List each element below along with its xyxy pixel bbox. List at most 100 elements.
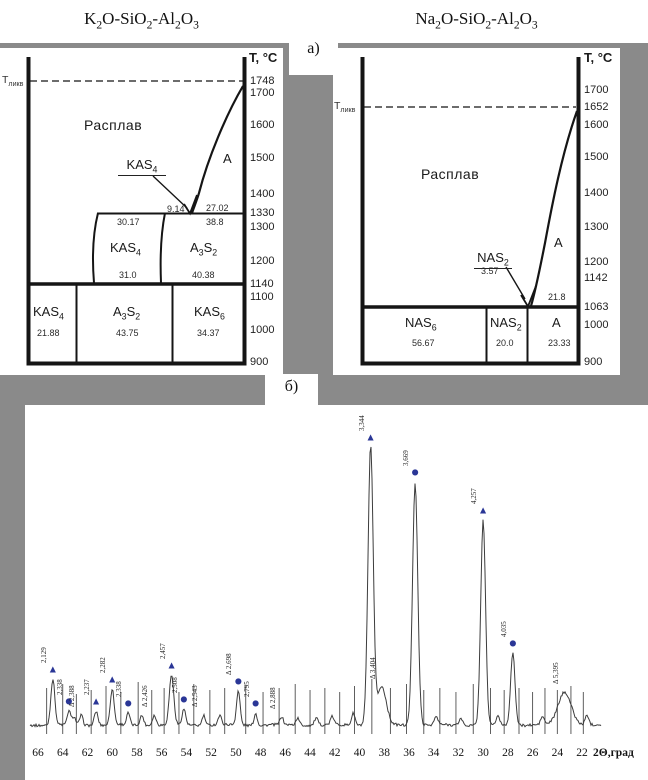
- xrd-peak-label: 4,257: [470, 488, 479, 504]
- xrd-peak-label: 2,457: [158, 643, 167, 659]
- right-bottom-cell3-name: A: [552, 315, 561, 330]
- temp-tick-1400: 1400: [584, 187, 609, 199]
- xrd-peak-label: Δ 2,888: [268, 687, 277, 709]
- xrd-axis-tick-58: 58: [131, 747, 143, 759]
- temp-tick-1652: 1652: [584, 101, 609, 113]
- xrd-peak-label: 3,344: [357, 415, 366, 431]
- temp-tick-1000: 1000: [250, 324, 275, 336]
- triangle-marker-icon: ▲: [49, 664, 56, 674]
- circle-marker-icon: ●: [180, 694, 188, 704]
- temp-tick-1600: 1600: [584, 119, 609, 131]
- temp-tick-1748: 1748: [250, 75, 275, 87]
- temp-tick-1000: 1000: [584, 319, 609, 331]
- xrd-axis-tick-28: 28: [502, 747, 514, 759]
- circle-marker-icon: ●: [411, 467, 419, 477]
- xrd-axis-tick-44: 44: [304, 747, 316, 759]
- left-phase-a-label: A: [223, 151, 232, 166]
- left-axis-title: T, °C: [249, 50, 278, 65]
- temp-tick-1330: 1330: [250, 207, 275, 219]
- xrd-peak-label: Δ 5,395: [551, 662, 560, 684]
- xrd-peak-label: Δ 2,543: [190, 685, 199, 707]
- temp-tick-1200: 1200: [250, 255, 275, 267]
- circle-marker-icon: ●: [234, 676, 242, 686]
- xrd-axis-tick-62: 62: [81, 747, 94, 759]
- label-a-box: а): [289, 40, 338, 75]
- xrd-axis-tick-42: 42: [329, 747, 341, 759]
- left-bottom-cell3-name: KAS6: [194, 304, 225, 322]
- left-liquidus-label: Tликв: [2, 74, 24, 89]
- xrd-axis-label: 2Θ,град: [593, 747, 634, 759]
- temp-tick-1700: 1700: [584, 84, 609, 96]
- xrd-axis-tick-36: 36: [403, 747, 415, 759]
- right-nas2-callout: NAS2: [474, 250, 512, 269]
- xrd-panel: [25, 405, 648, 780]
- xrd-axis-tick-24: 24: [551, 747, 564, 759]
- system-title-na2o: Na2O-SiO2-Al2O3: [415, 9, 538, 32]
- xrd-axis-tick-60: 60: [106, 747, 118, 759]
- triangle-marker-icon: ▲: [109, 674, 116, 684]
- left-diagram-lines: [26, 57, 247, 366]
- left-kas4-callout: KAS4: [118, 157, 166, 176]
- xrd-axis-tick-48: 48: [254, 747, 267, 759]
- temp-tick-1600: 1600: [250, 119, 275, 131]
- left-eutectic-right-value: 27.02: [206, 203, 229, 213]
- xrd-axis-tick-40: 40: [353, 747, 366, 759]
- left-bottom-cell3-value: 34.37: [197, 328, 220, 338]
- left-bottom-cell1-value: 21.88: [37, 328, 60, 338]
- label-b-box: б): [265, 374, 318, 407]
- circle-marker-icon: ●: [124, 698, 132, 708]
- temp-tick-1140: 1140: [250, 278, 274, 290]
- temp-tick-1300: 1300: [250, 221, 275, 233]
- circle-marker-icon: ●: [65, 696, 73, 706]
- triangle-marker-icon: ▲: [168, 660, 175, 670]
- left-eutectic-left-value: 9.14: [167, 204, 185, 214]
- left-bottom-cell2-name: A3S2: [113, 304, 141, 322]
- left-mid1-name: KAS4: [110, 240, 141, 258]
- temp-tick-1400: 1400: [250, 188, 275, 200]
- left-bottom-cell1-name: KAS4: [33, 304, 64, 322]
- left-mid2-bottom-value: 40.38: [192, 270, 215, 280]
- xrd-axis-tick-64: 64: [56, 747, 69, 759]
- xrd-peak-label: 2,508: [170, 677, 179, 693]
- title-strip: [0, 0, 648, 43]
- temp-tick-1200: 1200: [584, 256, 609, 268]
- system-title-k2o: K2O-SiO2-Al2O3: [84, 9, 199, 32]
- right-bottom-cell2-name: NAS2: [490, 315, 522, 333]
- temp-tick-1100: 1100: [250, 291, 274, 303]
- xrd-axis-tick-30: 30: [477, 747, 489, 759]
- temp-tick-1500: 1500: [250, 152, 275, 164]
- circle-marker-icon: ●: [252, 698, 260, 708]
- right-eutectic-value: 21.8: [548, 292, 566, 302]
- circle-marker-icon: ●: [509, 638, 517, 648]
- xrd-axis-tick-22: 22: [576, 747, 588, 759]
- temp-tick-1300: 1300: [584, 221, 609, 233]
- temp-tick-1063: 1063: [584, 301, 609, 313]
- xrd-axis-tick-66: 66: [32, 747, 44, 759]
- xrd-reference-sticks: [46, 679, 584, 734]
- triangle-marker-icon: ▲: [367, 432, 374, 442]
- right-bottom-cell2-value: 20.0: [496, 338, 514, 348]
- xrd-peak-label: Δ 3,404: [368, 657, 377, 679]
- diffractogram-trace: [29, 446, 602, 728]
- xrd-peak-label: 2,237: [83, 679, 92, 695]
- right-bottom-cell1-name: NAS6: [405, 315, 437, 333]
- xrd-axis-tick-32: 32: [452, 747, 465, 759]
- temp-tick-1142: 1142: [584, 272, 608, 284]
- panel-a-label: а): [307, 40, 320, 57]
- xrd-axis-tick-34: 34: [427, 747, 440, 759]
- triangle-marker-icon: ▲: [480, 505, 487, 515]
- triangle-marker-icon: ▲: [93, 696, 100, 706]
- temp-tick-900: 900: [250, 356, 269, 368]
- xrd-peak-label: Δ 2,388: [68, 685, 77, 707]
- right-diagram-lines: [360, 57, 581, 366]
- xrd-peak-label: 2,282: [99, 657, 108, 673]
- left-melt-label: Расплав: [84, 117, 143, 133]
- left-mid1-top-value: 30.17: [117, 217, 140, 227]
- right-diagram-panel: [333, 48, 620, 375]
- xrd-peak-label: 2,338: [115, 681, 124, 697]
- temp-tick-1700: 1700: [250, 87, 275, 99]
- xrd-peak-label: Δ 2,698: [225, 653, 234, 675]
- xrd-axis-tick-52: 52: [205, 747, 217, 759]
